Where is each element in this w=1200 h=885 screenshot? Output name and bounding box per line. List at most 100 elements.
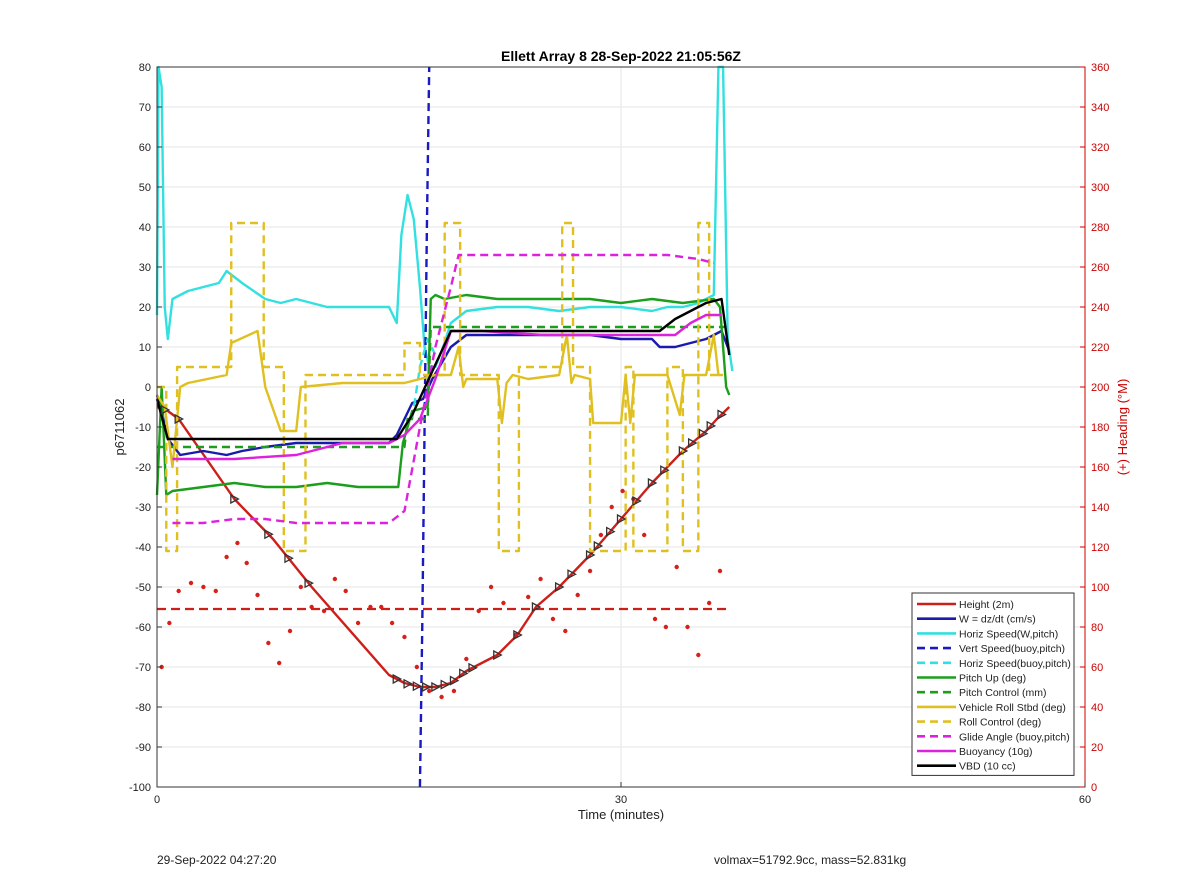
legend-label-pitch-up-deg: Pitch Up (deg) [959,673,1026,685]
y2-tick-label: 120 [1091,542,1109,554]
heading-point [587,568,593,574]
heading-point [464,656,469,662]
heading-point [685,624,690,630]
heading-point [235,540,240,546]
legend-label-height-2m: Height (2m) [959,599,1014,611]
heading-point [332,576,338,582]
triangle-marker [412,681,423,692]
triangle-marker [616,513,627,525]
series-line-roll-control-deg [157,221,724,553]
legend-label-vert-speed-buoy-pitch: Vert Speed(buoy,pitch) [959,643,1065,655]
legend-label-vehicle-roll-stbd-deg: Vehicle Roll Stbd (deg) [959,702,1066,714]
heading-point [427,688,432,694]
y-tick-label: 80 [139,62,151,74]
series-line-vert-speed-buoy-pitch [418,66,431,788]
heading-point [255,592,260,598]
triangle-marker [440,679,451,690]
y2-axis-label: (+) Heading (°M) [1115,379,1130,476]
series-line-pitch-control-mm [157,325,725,449]
heading-point [476,608,481,614]
triangle-marker [706,420,717,431]
y2-tick-label: 360 [1091,62,1109,74]
heading-point [620,488,625,494]
heading-point [402,634,407,640]
triangle-marker [304,578,314,589]
triangle-marker [687,437,698,449]
legend-label-w-dz-dt-cm-s: W = dz/dt (cm/s) [959,614,1036,626]
y-tick-label: 30 [139,262,151,274]
series-layer [155,65,734,788]
triangle-marker [647,477,658,489]
heading-point [488,584,494,590]
series-line-vbd-10-cc [155,297,731,441]
heading-point [652,616,658,622]
x-axis-label: Time (minutes) [578,807,664,822]
legend-label-roll-control-deg: Roll Control (deg) [959,717,1041,729]
heading-point [224,554,229,560]
y-tick-label: -60 [135,622,151,634]
y2-tick-label: 220 [1091,342,1109,354]
y2-tick-label: 140 [1091,502,1109,514]
triangle-marker [230,493,240,505]
heading-point [188,580,194,586]
triangle-marker [632,495,642,507]
y2-tick-label: 200 [1091,382,1109,394]
footer-volmax-mass: volmax=51792.9cc, mass=52.831kg [714,853,907,867]
y2-tick-label: 100 [1091,582,1109,594]
y2-tick-label: 300 [1091,182,1109,194]
heading-point [696,652,701,658]
triangle-marker [513,629,523,641]
triangle-marker [678,445,689,457]
heading-point [609,504,614,510]
y-tick-label: -100 [129,782,151,794]
triangle-marker [493,649,503,661]
y2-tick-label: 280 [1091,222,1109,234]
heading-point [176,588,181,594]
heading-point [321,608,327,614]
legend-label-horiz-speed-w-pitch: Horiz Speed(W,pitch) [959,628,1058,640]
y-tick-label: 0 [145,382,151,394]
series-line-horiz-speed-buoy-pitch [411,337,437,420]
y2-tick-label: 60 [1091,662,1103,674]
y-tick-label: 50 [139,182,151,194]
y2-tick-label: 160 [1091,462,1109,474]
y-axis-label: p6711062 [112,399,127,456]
series-line-horiz-speed-w-pitch [155,65,734,372]
right-axis-ticks: 0 20 40 60 80 100 120 140 160 180 200 220 240 260 280 3… [1080,62,1109,794]
y2-tick-label: 40 [1091,702,1103,714]
heading-point [355,620,361,626]
triangle-marker [531,601,542,613]
triangle-marker [585,549,596,561]
heading-point [451,688,457,694]
x-tick-label: 60 [1079,794,1091,806]
legend-label-pitch-control-mm: Pitch Control (mm) [959,687,1047,699]
heading-point [389,620,395,626]
heading-point [575,592,580,598]
legend-box [911,592,1075,776]
triangle-marker [554,581,565,593]
triangle-marker [717,409,727,420]
legend-label-glide-angle-buoy-pitch: Glide Angle (buoy,pitch) [959,731,1070,743]
heading-point [439,694,444,700]
heading-point [276,660,282,666]
y-tick-label: -10 [135,422,151,434]
y-tick-label: -70 [135,662,151,674]
triangle-marker [468,662,478,673]
triangle-marker [392,673,403,685]
left-axis-ticks: -100-90-80-70-60-50-40-30-20-10010203040… [129,62,162,794]
heading-point [287,628,293,634]
series-line-glide-angle-buoy-pitch [172,253,715,525]
triangle-marker [284,553,294,564]
y-tick-label: -80 [135,702,151,714]
heading-point [501,600,506,606]
y-tick-label: -90 [135,742,151,754]
y-tick-label: -50 [135,582,151,594]
heading-point [717,568,723,574]
heading-point [201,584,206,590]
triangle-marker [264,529,274,540]
triangle-marker [449,675,460,686]
footer-timestamp: 29-Sep-2022 04:27:20 [157,853,277,867]
y-tick-label: 40 [139,222,151,234]
heading-point [513,632,519,638]
